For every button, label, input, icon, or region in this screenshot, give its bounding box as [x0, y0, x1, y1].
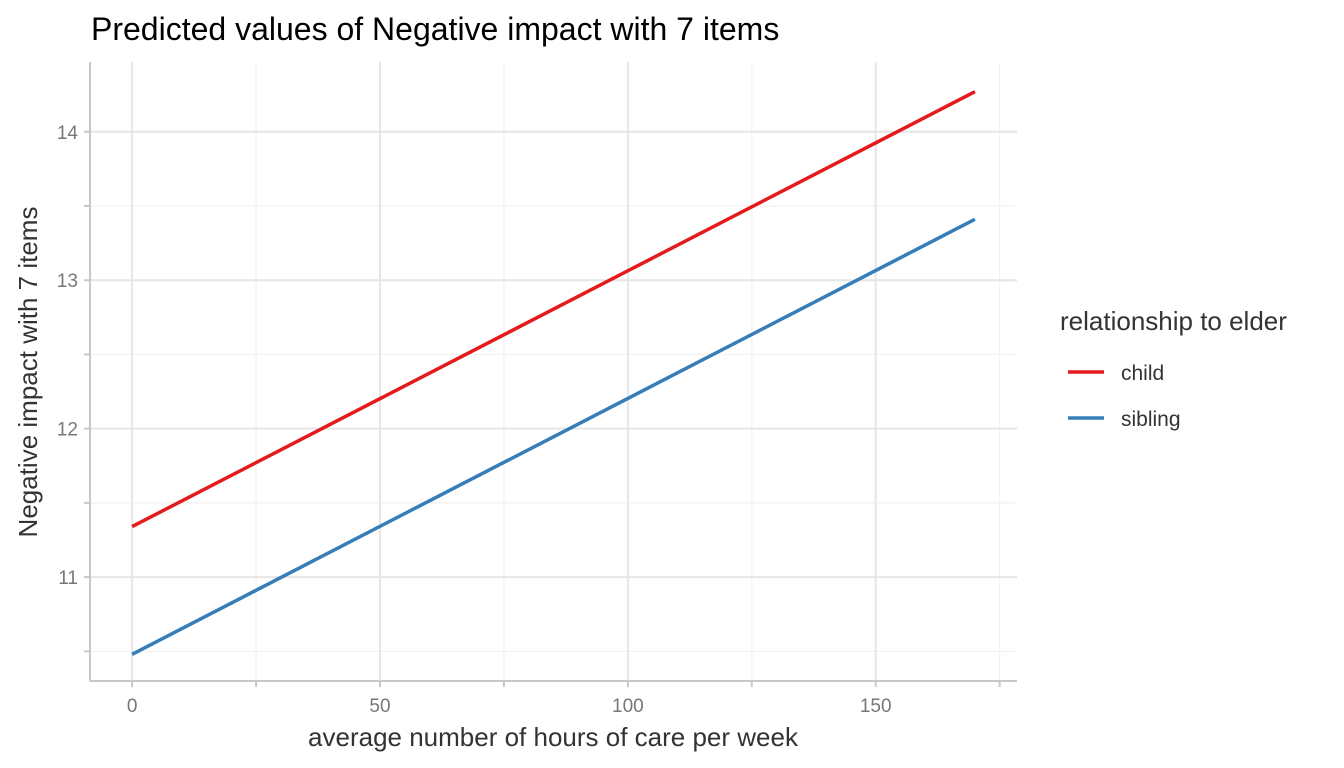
x-tick-label: 100	[612, 696, 644, 717]
x-tick-label: 0	[127, 696, 138, 717]
x-axis-title: average number of hours of care per week	[308, 722, 799, 752]
y-tick-labels: 11 12 13 14	[57, 123, 79, 589]
y-tick-label: 11	[58, 568, 78, 589]
gridlines	[90, 62, 1017, 681]
y-tick-label: 14	[57, 123, 79, 144]
x-tick-labels: 0 50 100 150	[127, 696, 892, 717]
series-lines	[131, 90, 976, 656]
y-tick-label: 13	[57, 271, 78, 292]
chart-title: Predicted values of Negative impact with…	[91, 11, 779, 47]
x-tick-label: 50	[369, 696, 390, 717]
legend-label-child: child	[1121, 362, 1164, 385]
y-tick-label: 12	[57, 420, 78, 441]
axes	[84, 62, 1017, 687]
series-line-child	[131, 90, 976, 529]
legend-label-sibling: sibling	[1121, 408, 1181, 431]
legend-title: relationship to elder	[1060, 306, 1287, 336]
legend: relationship to elder child sibling	[1060, 306, 1287, 431]
y-axis-title: Negative impact with 7 items	[13, 207, 43, 538]
x-tick-label: 150	[860, 696, 892, 717]
series-line-sibling	[131, 217, 976, 656]
